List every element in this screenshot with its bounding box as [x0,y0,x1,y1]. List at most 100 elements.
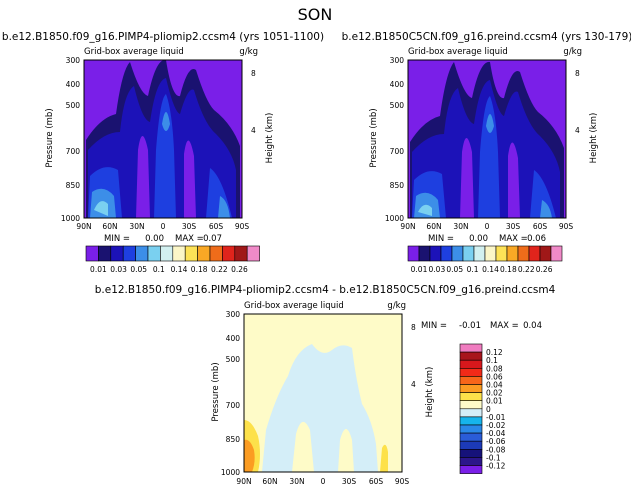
panel-1-ytick-label: 500 [66,101,81,110]
panel-2-min-value: 0.00 [469,234,488,244]
colorbar-level-label: 0 [486,405,491,414]
panel-1-ytick-label: 1000 [61,214,80,223]
colorbar-swatch [517,245,530,262]
colorbar-level-label: -0.12 [486,462,506,471]
colorbar-swatch [122,245,136,262]
colorbar-swatch [440,245,453,262]
colorbar-swatch [459,392,483,402]
panel-3-xtick-label: 30N [289,477,304,486]
panel-2-xtick-label: 90N [400,222,415,231]
colorbar-swatch [459,457,483,466]
colorbar-level-label: 0.26 [231,265,248,274]
panel-3-height-tick: 8 [411,323,416,332]
panel-3-x-axis: 90N 60N 30N 0 30S 60S 90S [236,477,409,486]
colorbar-swatch [459,359,483,369]
colorbar-swatch [459,448,483,458]
panel-3-variable: Grid-box average liquid [244,301,344,311]
panel-2-ylabel: Pressure (mb) [369,108,379,167]
panel-1-height-tick: 8 [251,69,256,78]
panel-2-variable: Grid-box average liquid [408,47,508,57]
colorbar-swatch [459,408,483,418]
panel-1-min-value: 0.00 [145,234,164,244]
colorbar-swatch [459,351,483,361]
panel-3-xtick-label: 0 [321,477,326,486]
panel-2-xtick-label: 60N [426,222,441,231]
colorbar-level-label: 0.03 [429,265,446,274]
colorbar-level-label: 0.04 [486,381,503,390]
colorbar-swatch [539,245,552,262]
colorbar-level-label: -0.06 [486,437,506,446]
colorbar-swatch [459,432,483,442]
colorbar-swatch [246,245,260,262]
colorbar-swatch [407,245,420,262]
colorbar-swatch [135,245,149,262]
colorbar-level-label: -0.01 [486,413,506,422]
panel-2-ytick-label: 850 [390,181,405,190]
panel-3-xtick-label: 90S [395,477,410,486]
panel-2-ytick-label: 300 [390,56,405,65]
panel-2-xtick-label: 30S [506,222,521,231]
colorbar-level-label: 0.03 [110,265,127,274]
colorbar-level-label: 0.22 [211,265,228,274]
panel-3-xtick-label: 30S [342,477,357,486]
panel-2-gap-1 [460,138,520,218]
colorbar-level-label: 0.05 [130,265,147,274]
colorbar-level-label: -0.02 [486,421,506,430]
colorbar-swatch [459,424,483,434]
panel-2-min-label: MIN = [428,234,454,244]
colorbar-swatch [484,245,497,262]
panel-2-height-tick: 4 [575,126,580,135]
colorbar-level-label: 0.08 [486,364,503,373]
colorbar-swatch [495,245,508,262]
colorbar-level-label: -0.1 [486,453,501,462]
panel-3-min-label: MIN = [421,321,447,331]
colorbar-level-label: 0.12 [486,348,503,357]
colorbar-swatch [459,400,483,410]
colorbar-swatch [459,384,483,393]
colorbar-swatch [160,245,174,262]
colorbar-level-label: 0.18 [191,265,208,274]
panel-2-contour-0.14 [418,204,432,216]
colorbar-swatch [234,245,248,262]
panel-1-max-label: MAX = [175,234,204,244]
panel-2-xtick-label: 90S [559,222,574,231]
colorbar-swatch [222,245,236,262]
panel-3-case-label: b.e12.B1850.f09_g16.PIMP4-pliomip2.ccsm4… [95,284,556,296]
colorbar-swatch [110,245,124,262]
colorbar-swatch [85,245,99,262]
panel-1-colorbar: 0.01 0.03 0.05 0.1 0.14 0.18 0.22 0.26 [85,245,260,274]
colorbar-swatch [98,245,112,262]
colorbar-swatch [209,245,223,262]
panel-2-max-value: 0.06 [527,234,546,244]
panel-1: b.e12.B1850.f09_g16.PIMP4-pliomip2.ccsm4… [2,31,324,274]
panel-3-ytick-label: 500 [226,355,241,364]
panel-2-x-axis: 90N 60N 30N 0 30S 60S 90S [400,222,573,231]
colorbar-swatch [459,440,483,450]
colorbar-swatch [528,245,541,262]
panel-3-height-tick: 4 [411,380,416,389]
panel-1-variable: Grid-box average liquid [84,47,184,57]
figure-title: SON [298,5,333,24]
panel-1-right-label: Height (km) [265,113,275,164]
panel-1-field [83,59,243,219]
panel-3-y-axis: 300 400 500 700 850 1000 8 4 [221,310,416,477]
panel-3-units: g/kg [387,301,406,311]
panel-3-ytick-label: 850 [226,435,241,444]
panel-3-contour-0.01 [244,420,388,472]
panel-3-ylabel: Pressure (mb) [211,362,221,421]
panel-1-height-tick: 4 [251,126,256,135]
panel-2-right-label: Height (km) [589,113,599,164]
colorbar-swatch [197,245,211,262]
panel-1-xtick-label: 30S [182,222,197,231]
panel-1-xtick-label: 90N [76,222,91,231]
colorbar-swatch [473,245,486,262]
panel-1-xtick-label: 90S [235,222,250,231]
colorbar-level-label: 0.1 [153,265,165,274]
panel-1-x-axis: 90N 60N 30N 0 30S 60S 90S [76,222,249,231]
panel-3-ytick-label: 700 [226,401,241,410]
panel-1-frame [83,59,243,219]
panel-1-case-label: b.e12.B1850.f09_g16.PIMP4-pliomip2.ccsm4… [2,31,324,43]
panel-3-xtick-label: 90N [236,477,251,486]
panel-3-max-label: MAX = [490,321,519,331]
